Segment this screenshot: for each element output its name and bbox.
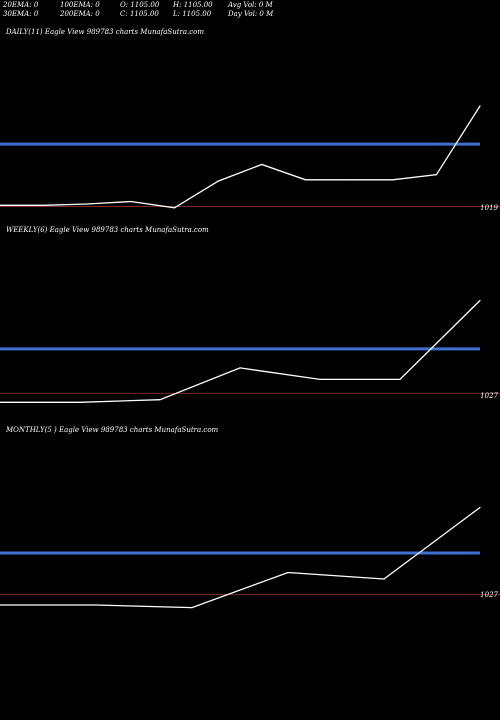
monthly-price-point xyxy=(95,604,97,606)
avg-volume-readout: Avg Vol: 0 M xyxy=(228,1,273,9)
daily-price-line xyxy=(0,105,481,209)
close-readout: C: 1105.00 xyxy=(120,10,159,18)
ema200-readout: 200EMA: 0 xyxy=(60,10,100,18)
daily-price-label: 1019 xyxy=(480,204,498,212)
ema20-readout: 20EMA: 0 xyxy=(3,1,39,9)
weekly-price-line xyxy=(0,300,481,403)
indicator-header: 20EMA: 0 100EMA: 0 O: 1105.00 H: 1105.00… xyxy=(0,0,500,22)
monthly-price-point xyxy=(479,506,481,509)
weekly-price-label: 1027 xyxy=(480,392,498,400)
monthly-price-point xyxy=(191,607,193,609)
day-volume-readout: Day Vol: 0 M xyxy=(228,10,274,18)
daily-price-point xyxy=(217,180,219,182)
high-readout: H: 1105.00 xyxy=(173,1,213,9)
weekly-price-point xyxy=(319,378,321,380)
low-readout: L: 1105.00 xyxy=(173,10,212,18)
daily-price-point xyxy=(130,200,132,203)
monthly-price-label: 1027 xyxy=(480,591,498,599)
monthly-price-point xyxy=(287,571,289,574)
daily-price-point xyxy=(173,207,176,209)
daily-chart-title: DAILY(11) Eagle View 989783 charts Munaf… xyxy=(5,28,204,36)
open-readout: O: 1105.00 xyxy=(120,1,160,9)
daily-price-point xyxy=(304,179,307,181)
daily-price-point xyxy=(435,174,437,176)
daily-price-point xyxy=(43,204,45,206)
daily-price-point xyxy=(86,203,88,205)
weekly-price-point xyxy=(79,401,81,403)
weekly-chart-title: WEEKLY(6) Eagle View 989783 charts Munaf… xyxy=(6,226,209,234)
weekly-price-point xyxy=(0,401,1,403)
ema100-readout: 100EMA: 0 xyxy=(60,1,100,9)
monthly-price-point xyxy=(383,578,385,580)
monthly-chart-title: MONTHLY(5 ) Eagle View 989783 charts Mun… xyxy=(5,426,219,434)
weekly-price-point xyxy=(239,367,241,369)
ema30-readout: 30EMA: 0 xyxy=(3,10,39,18)
daily-price-point xyxy=(479,105,481,107)
weekly-price-point xyxy=(479,299,481,302)
daily-price-point xyxy=(392,179,394,181)
weekly-price-point xyxy=(399,378,401,380)
daily-price-point xyxy=(348,179,350,181)
daily-price-point xyxy=(261,163,263,166)
monthly-price-line xyxy=(0,506,481,609)
daily-price-point xyxy=(0,204,1,206)
monthly-price-point xyxy=(0,604,1,606)
weekly-price-point xyxy=(159,399,161,401)
